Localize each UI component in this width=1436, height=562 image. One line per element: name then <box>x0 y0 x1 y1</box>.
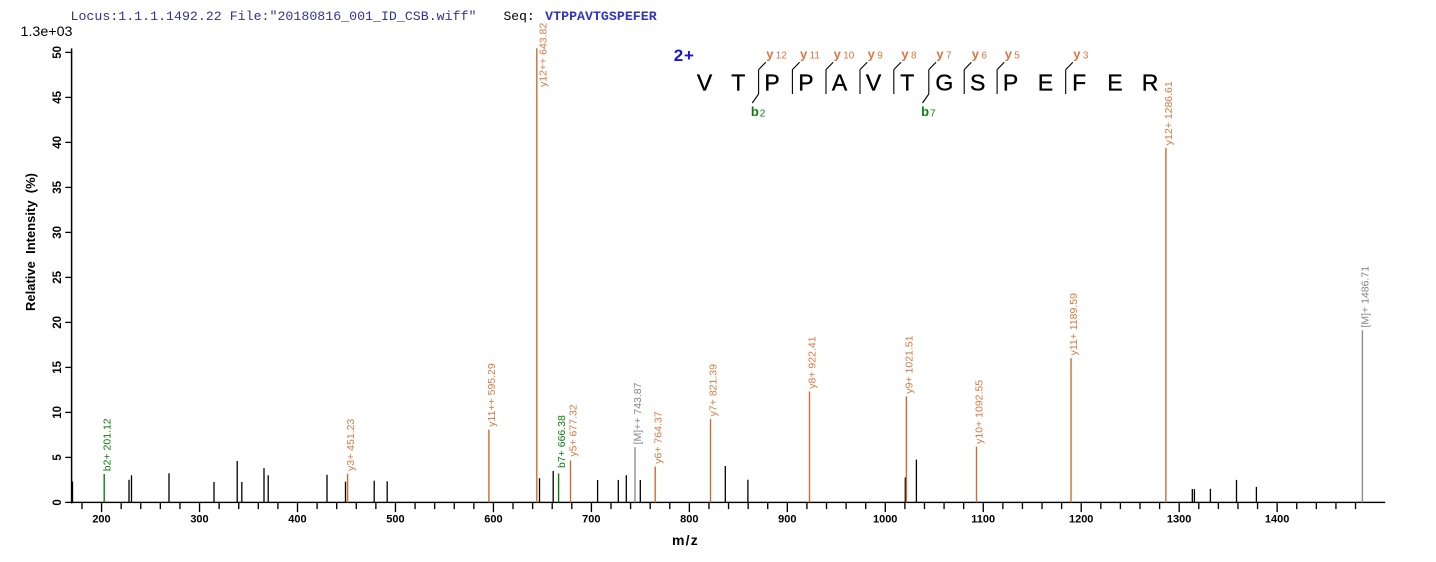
svg-text:F: F <box>1072 70 1086 96</box>
svg-text:500: 500 <box>386 514 404 526</box>
svg-text:T: T <box>900 70 914 96</box>
svg-text:1.3e+03: 1.3e+03 <box>21 23 73 39</box>
svg-text:5: 5 <box>52 454 64 461</box>
svg-text:20: 20 <box>52 316 64 329</box>
svg-text:10: 10 <box>843 50 855 61</box>
svg-text:10: 10 <box>52 406 64 419</box>
svg-text:y12+ 1286.61: y12+ 1286.61 <box>1163 81 1175 145</box>
svg-text:y: y <box>766 47 774 62</box>
svg-text:300: 300 <box>190 514 208 526</box>
svg-text:y6+ 764.37: y6+ 764.37 <box>652 411 664 463</box>
svg-text:[M]+ 1486.71: [M]+ 1486.71 <box>1360 266 1372 328</box>
svg-text:y: y <box>972 47 980 62</box>
svg-text:900: 900 <box>778 514 796 526</box>
svg-text:y11+ 1189.59: y11+ 1189.59 <box>1068 293 1080 356</box>
svg-text:12: 12 <box>776 50 788 61</box>
svg-text:800: 800 <box>680 514 698 526</box>
svg-text:7: 7 <box>930 108 936 119</box>
svg-text:1000: 1000 <box>873 514 897 526</box>
svg-text:700: 700 <box>582 514 600 526</box>
svg-text:15: 15 <box>52 360 64 373</box>
svg-text:35: 35 <box>52 180 64 193</box>
svg-text:y7+ 821.39: y7+ 821.39 <box>708 364 720 416</box>
svg-text:1300: 1300 <box>1167 514 1191 526</box>
svg-text:11: 11 <box>810 50 821 61</box>
svg-text:E: E <box>1038 70 1053 96</box>
svg-text:y: y <box>1073 47 1081 62</box>
svg-text:b: b <box>751 104 759 119</box>
svg-text:y: y <box>868 47 876 62</box>
svg-text:5: 5 <box>1014 50 1020 61</box>
svg-text:1200: 1200 <box>1069 514 1093 526</box>
svg-text:8: 8 <box>911 50 917 61</box>
svg-text:2: 2 <box>760 108 766 119</box>
svg-text:45: 45 <box>52 90 64 103</box>
svg-text:VTPPAVTGSPEFER: VTPPAVTGSPEFER <box>545 9 657 24</box>
svg-text:y5+ 677.32: y5+ 677.32 <box>568 404 580 456</box>
svg-text:V: V <box>697 70 713 96</box>
svg-text:400: 400 <box>288 514 306 526</box>
svg-text:y12++ 643.82: y12++ 643.82 <box>537 23 549 87</box>
svg-text:y: y <box>901 47 909 62</box>
svg-text:6: 6 <box>981 50 987 61</box>
svg-text:2+: 2+ <box>674 46 695 65</box>
svg-text:R: R <box>1142 70 1159 96</box>
svg-text:200: 200 <box>92 514 110 526</box>
svg-text:Relative Intensity (%): Relative Intensity (%) <box>23 173 38 311</box>
svg-text:y: y <box>800 47 808 62</box>
svg-text:1400: 1400 <box>1265 514 1289 526</box>
svg-text:y11++ 595.29: y11++ 595.29 <box>486 363 498 427</box>
svg-text:P: P <box>1003 70 1018 96</box>
svg-text:y: y <box>936 47 944 62</box>
svg-text:E: E <box>1107 70 1122 96</box>
svg-text:30: 30 <box>52 226 64 239</box>
svg-text:y: y <box>1005 47 1013 62</box>
svg-text:600: 600 <box>484 514 502 526</box>
svg-text:S: S <box>970 70 985 96</box>
svg-text:A: A <box>832 70 848 96</box>
svg-text:Seq:: Seq: <box>504 9 535 24</box>
svg-text:7: 7 <box>946 50 952 61</box>
svg-text:m/z: m/z <box>672 532 699 548</box>
svg-text:y10+ 1092.55: y10+ 1092.55 <box>974 380 986 444</box>
svg-text:40: 40 <box>52 136 64 149</box>
svg-text:y3+ 451.23: y3+ 451.23 <box>345 419 357 471</box>
svg-text:b: b <box>921 104 929 119</box>
svg-text:50: 50 <box>52 46 64 59</box>
svg-text:0: 0 <box>52 499 64 505</box>
svg-text:P: P <box>764 70 779 96</box>
svg-text:[M]++ 743.87: [M]++ 743.87 <box>632 382 644 444</box>
svg-text:b2+ 201.12: b2+ 201.12 <box>101 418 113 471</box>
svg-text:G: G <box>935 70 953 96</box>
svg-text:V: V <box>866 70 882 96</box>
svg-text:y9+ 1021.51: y9+ 1021.51 <box>904 335 916 393</box>
svg-text:9: 9 <box>877 50 883 61</box>
svg-text:Locus:1.1.1.1492.22 File:"2018: Locus:1.1.1.1492.22 File:"20180816_001_I… <box>71 9 477 24</box>
svg-text:y: y <box>834 47 842 62</box>
svg-text:P: P <box>798 70 813 96</box>
svg-text:25: 25 <box>52 270 64 283</box>
svg-text:3: 3 <box>1083 50 1089 61</box>
svg-text:1100: 1100 <box>971 514 995 526</box>
svg-text:y8+ 922.41: y8+ 922.41 <box>807 336 819 388</box>
svg-text:T: T <box>731 70 745 96</box>
svg-text:b7+ 666.38: b7+ 666.38 <box>556 415 568 468</box>
